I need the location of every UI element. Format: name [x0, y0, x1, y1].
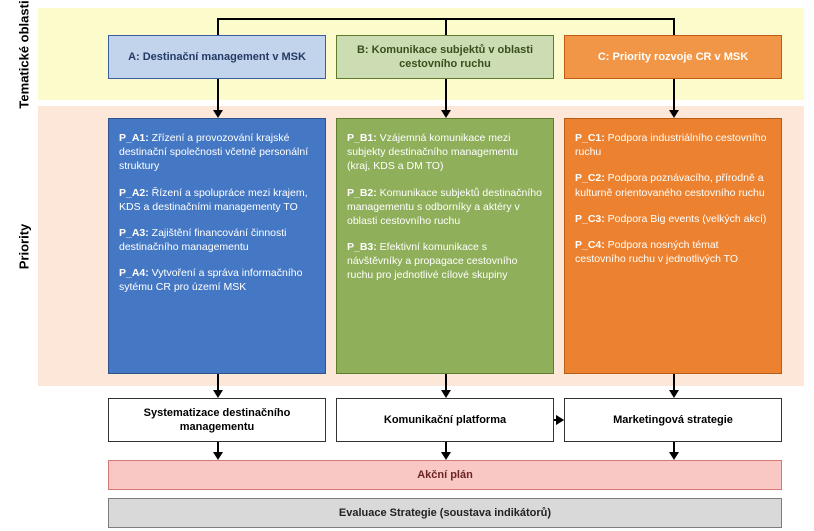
- priority-item: P_B2: Komunikace subjektů destinačního m…: [347, 186, 543, 229]
- conn-C-down: [673, 18, 675, 35]
- arrow-C1-head: [669, 110, 679, 118]
- arrow-A3-head: [213, 452, 223, 460]
- output-C: Marketingová strategie: [564, 398, 782, 442]
- conn-A-down: [217, 18, 219, 35]
- arrow-C3-head: [669, 452, 679, 460]
- arrow-C1-line: [673, 79, 675, 110]
- output-C-text: Marketingová strategie: [613, 413, 733, 427]
- priority-item: P_B3: Efektivní komunikace s návštěvníky…: [347, 240, 543, 283]
- priority-item: P_C4: Podpora nosných témat cestovního r…: [575, 238, 771, 266]
- priorities-C: P_C1: Podpora industriálního cestovního …: [564, 118, 782, 374]
- arrow-BC-tri: [556, 415, 564, 425]
- priority-item: P_B1: Vzájemná komunikace mezi subjekty …: [347, 131, 543, 174]
- label-thematic-text: Tematické oblasti: [17, 0, 32, 108]
- arrow-C2-head: [669, 390, 679, 398]
- arrow-A2-head: [213, 390, 223, 398]
- output-B: Komunikační platforma: [336, 398, 554, 442]
- arrow-A3-line: [217, 442, 219, 452]
- arrow-B3-line: [445, 442, 447, 452]
- conn-B-down: [445, 18, 447, 35]
- arrow-B2-line: [445, 374, 447, 390]
- arrow-B2-head: [441, 390, 451, 398]
- header-B: B: Komunikace subjektů v oblasti cestovn…: [336, 35, 554, 79]
- eval-text: Evaluace Strategie (soustava indikátorů): [339, 507, 551, 519]
- arrow-A2-line: [217, 374, 219, 390]
- arrow-B1-head: [441, 110, 451, 118]
- akcni-plan: Akční plán: [108, 460, 782, 490]
- evaluace: Evaluace Strategie (soustava indikátorů): [108, 498, 782, 528]
- output-A-text: Systematizace destinačního managementu: [117, 406, 317, 435]
- arrow-C2-line: [673, 374, 675, 390]
- arrow-C3-line: [673, 442, 675, 452]
- priority-item: P_A3: Zajištění financování činnosti des…: [119, 226, 315, 254]
- priority-item: P_C1: Podpora industriálního cestovního …: [575, 131, 771, 159]
- arrow-A1-line: [217, 79, 219, 110]
- arrow-B1-line: [445, 79, 447, 110]
- output-B-text: Komunikační platforma: [384, 413, 506, 427]
- header-A: A: Destinační management v MSK: [108, 35, 326, 79]
- label-priorities: Priority: [10, 106, 38, 386]
- header-C-text: C: Priority rozvoje CR v MSK: [598, 50, 748, 64]
- priority-item: P_C3: Podpora Big events (velkých akcí): [575, 212, 771, 226]
- priority-item: P_C2: Podpora poznávacího, přírodně a ku…: [575, 171, 771, 199]
- header-C: C: Priority rozvoje CR v MSK: [564, 35, 782, 79]
- label-thematic: Tematické oblasti: [10, 8, 38, 100]
- header-A-text: A: Destinační management v MSK: [128, 50, 306, 64]
- label-priorities-text: Priority: [17, 223, 32, 269]
- output-A: Systematizace destinačního managementu: [108, 398, 326, 442]
- priority-item: P_A1: Zřízení a provozování krajské dest…: [119, 131, 315, 174]
- priority-item: P_A2: Řízení a spolupráce mezi krajem, K…: [119, 186, 315, 214]
- priority-item: P_A4: Vytvoření a správa informačního sy…: [119, 266, 315, 294]
- priorities-B: P_B1: Vzájemná komunikace mezi subjekty …: [336, 118, 554, 374]
- arrow-B3-head: [441, 452, 451, 460]
- header-B-text: B: Komunikace subjektů v oblasti cestovn…: [345, 43, 545, 72]
- arrow-A1-head: [213, 110, 223, 118]
- priorities-A: P_A1: Zřízení a provozování krajské dest…: [108, 118, 326, 374]
- akcni-text: Akční plán: [417, 469, 473, 481]
